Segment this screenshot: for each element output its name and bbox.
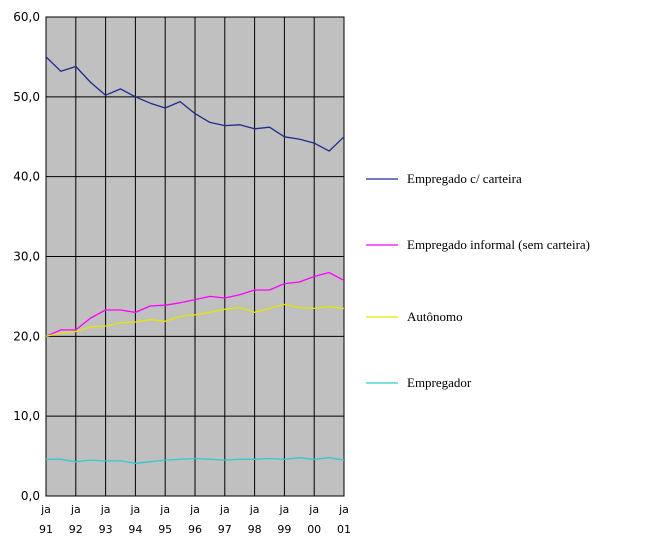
y-tick-label: 60,0 (13, 10, 40, 24)
x-tick-label-month: ja (70, 503, 81, 516)
legend-label: Empregado informal (sem carteira) (407, 237, 590, 252)
y-tick-label: 20,0 (13, 329, 40, 343)
legend-label: Autônomo (407, 309, 463, 324)
y-tick-label: 40,0 (13, 170, 40, 184)
x-tick-label-month: ja (100, 503, 111, 516)
y-axis: 0,0 10,0 20,0 30,0 40,0 50,0 60,0 (13, 10, 40, 503)
x-tick-label-year: 01 (337, 523, 351, 536)
y-tick-label: 0,0 (21, 489, 40, 503)
series-line-3 (45, 303, 345, 337)
x-tick-label-month: ja (40, 503, 51, 516)
series-line-1 (45, 56, 345, 152)
x-tick-label-year: 91 (39, 523, 53, 536)
legend-label: Empregador (407, 375, 472, 390)
x-tick-label-month: ja (219, 503, 230, 516)
x-tick-label-year: 92 (69, 523, 83, 536)
x-tick-label-month: ja (189, 503, 200, 516)
x-tick-label-year: 96 (188, 523, 202, 536)
x-tick-label-month: ja (308, 503, 319, 516)
x-axis: ja 91 ja 92 ja 93 ja 94 ja 95 ja 96 ja 97 ja 98 ja 99 ja 00… (39, 503, 351, 536)
gridlines (45, 16, 345, 497)
x-tick-label-month: ja (338, 503, 349, 516)
series-line-2 (45, 271, 345, 337)
y-tick-label: 50,0 (13, 90, 40, 104)
x-tick-label-year: 00 (307, 523, 321, 536)
x-tick-label-year: 98 (248, 523, 262, 536)
y-tick-label: 30,0 (13, 250, 40, 264)
x-tick-label-year: 97 (218, 523, 232, 536)
series-line-4 (46, 457, 345, 464)
x-tick-label-month: ja (249, 503, 260, 516)
x-tick-label-month: ja (159, 503, 170, 516)
x-tick-label-year: 94 (128, 523, 142, 536)
legend: Empregado c/ carteira Empregado informal … (366, 171, 590, 390)
x-tick-label-year: 99 (277, 523, 291, 536)
y-tick-label: 10,0 (13, 409, 40, 423)
series-lines (45, 56, 345, 464)
x-tick-label-month: ja (130, 503, 141, 516)
legend-label: Empregado c/ carteira (407, 171, 522, 186)
x-tick-label-month: ja (279, 503, 290, 516)
x-tick-label-year: 95 (158, 523, 172, 536)
x-tick-label-year: 93 (99, 523, 113, 536)
